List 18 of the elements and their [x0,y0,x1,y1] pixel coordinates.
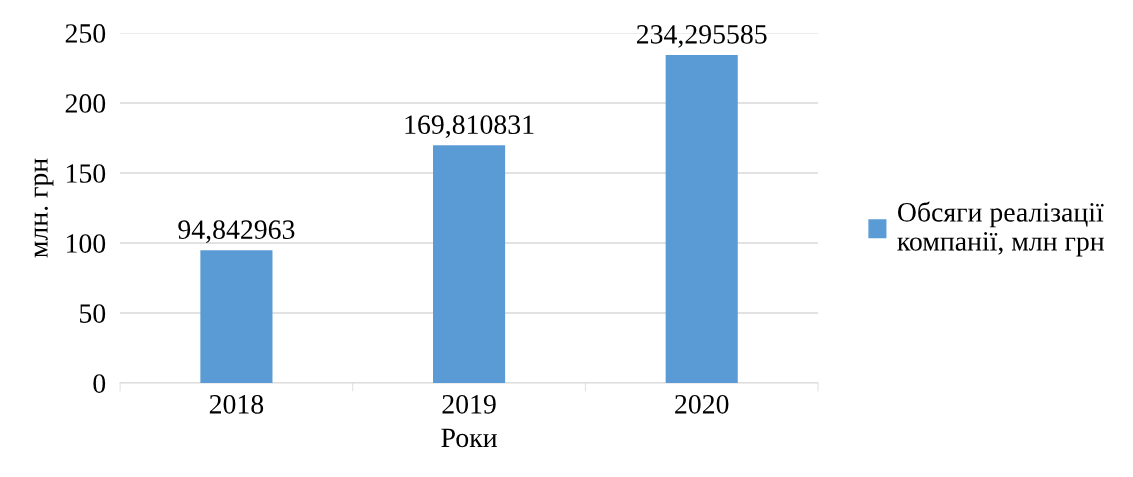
x-axis-title: Роки [441,428,497,448]
data-label: 234,295585 [636,24,767,48]
x-tick-label: 2019 [442,394,496,414]
legend-label: Обсяги реалізації компанії, млн грн [897,201,1105,257]
data-label: 94,842963 [178,220,295,244]
y-tick-label: 150 [66,164,106,183]
data-label: 169,810831 [405,115,534,139]
y-tick-label: 0 [93,374,106,393]
y-axis-title: млн. грн [34,158,54,258]
x-tick-label: 2020 [675,394,729,414]
bar [200,250,273,384]
bar [433,145,506,384]
y-tick-label: 100 [66,234,106,253]
y-tick-label: 200 [65,94,106,113]
bar [665,54,738,384]
y-tick-label: 250 [65,24,106,43]
x-tick-label: 2018 [209,394,264,414]
y-tick-label: 50 [80,304,106,323]
